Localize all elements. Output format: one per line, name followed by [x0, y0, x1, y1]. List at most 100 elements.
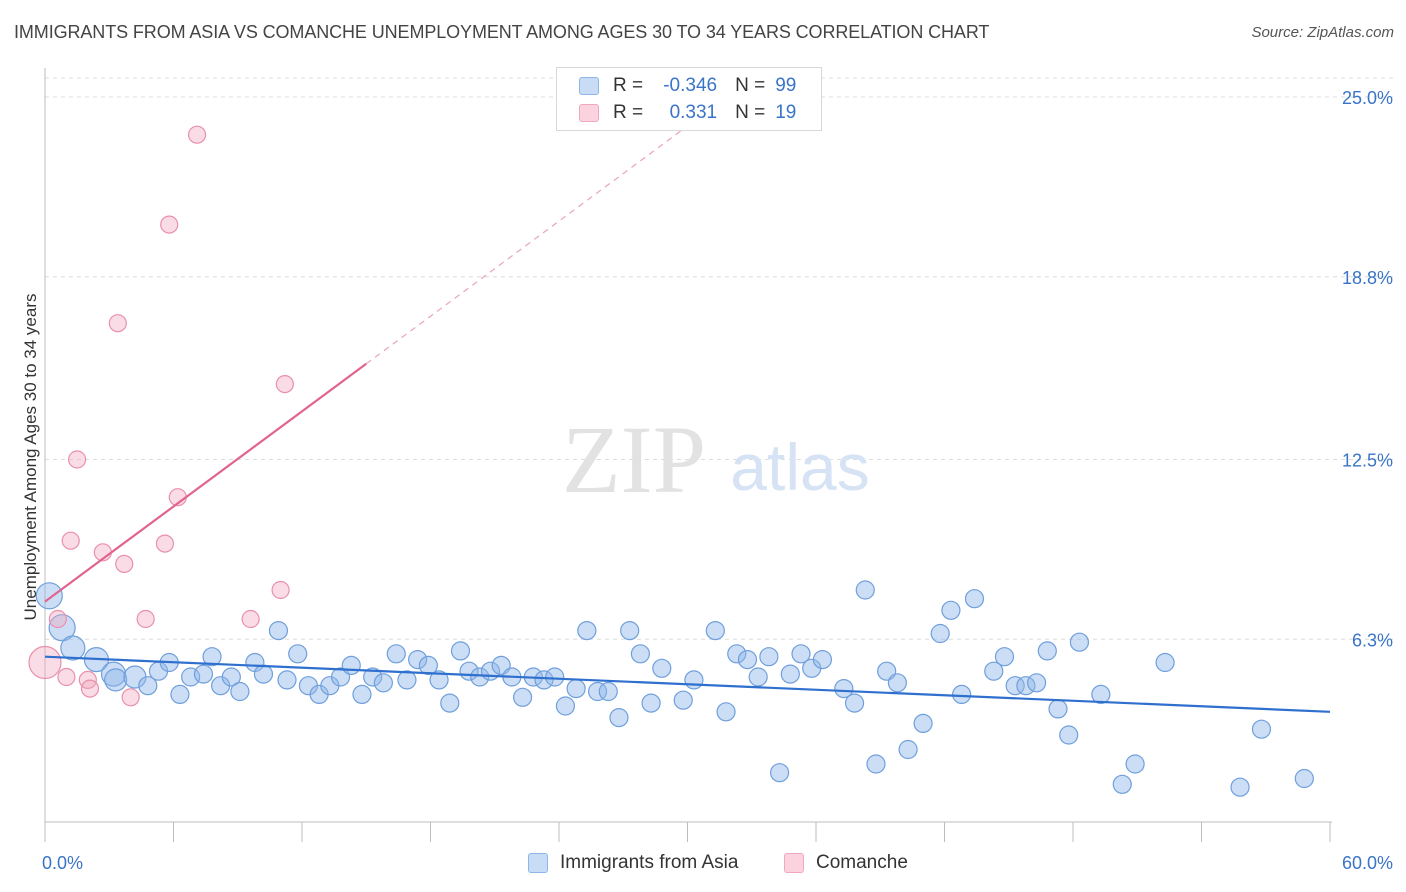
stats-n-label: N = [735, 102, 766, 123]
point-comanche [275, 375, 294, 394]
point-comanche [80, 679, 100, 698]
point-immigrants-from-asia [748, 667, 768, 687]
point-comanche [136, 609, 155, 629]
point-immigrants-from-asia [1251, 719, 1272, 739]
point-comanche [57, 667, 76, 687]
point-immigrants-from-asia [598, 681, 618, 702]
point-immigrants-from-asia [844, 693, 865, 713]
stats-n-label: N = [735, 75, 766, 96]
point-immigrants-from-asia [352, 684, 372, 705]
point-comanche [48, 609, 67, 629]
point-immigrants-from-asia [812, 649, 833, 670]
point-immigrants-from-asia [630, 644, 650, 664]
point-comanche [160, 215, 179, 234]
axes [44, 68, 1332, 842]
point-immigrants-from-asia [277, 670, 297, 690]
point-comanche [115, 554, 134, 574]
point-immigrants-from-asia [759, 647, 779, 667]
stats-n-value: 99 [775, 75, 797, 96]
series-legend: Immigrants from Asia Comanche [0, 850, 1406, 880]
stats-legend: R = -0.346 N = 99 R = 0.331 N = 19 [556, 67, 822, 131]
legend-item-asia[interactable]: Immigrants from Asia [528, 852, 738, 874]
y-tick-label: 12.5% [1342, 451, 1393, 471]
point-immigrants-from-asia [577, 620, 597, 641]
point-comanche [68, 450, 87, 469]
y-tick-label: 6.3% [1352, 630, 1393, 650]
y-tick-label: 18.8% [1342, 268, 1393, 288]
point-immigrants-from-asia [1230, 777, 1250, 797]
point-immigrants-from-asia [534, 670, 554, 690]
point-immigrants-from-asia [727, 644, 747, 664]
point-immigrants-from-asia [202, 647, 222, 667]
y-axis-label: Unemployment Among Ages 30 to 34 years [21, 294, 40, 621]
watermark-zip: ZIP [562, 406, 706, 513]
point-immigrants-from-asia [587, 681, 608, 702]
legend-item-comanche[interactable]: Comanche [784, 852, 908, 874]
point-immigrants-from-asia [470, 667, 490, 687]
point-comanche [155, 534, 175, 553]
y-tick-label: 25.0% [1342, 88, 1393, 108]
legend-label-comanche: Comanche [816, 852, 908, 873]
watermark-atlas: atlas [730, 430, 869, 504]
point-immigrants-from-asia [268, 620, 289, 641]
point-comanche [108, 314, 127, 333]
point-immigrants-from-asia [230, 681, 250, 702]
point-immigrants-from-asia [1059, 725, 1079, 745]
series-immigrants-from-asia [35, 580, 1314, 797]
point-immigrants-from-asia [48, 614, 76, 642]
point-comanche [121, 688, 140, 707]
source-label: Source: ZipAtlas.com [1251, 24, 1394, 41]
point-immigrants-from-asia [930, 623, 950, 644]
legend-label-asia: Immigrants from Asia [560, 852, 739, 873]
point-immigrants-from-asia [397, 670, 417, 690]
stats-row-comanche: R = 0.331 N = 19 [579, 101, 796, 125]
point-immigrants-from-asia [1037, 641, 1057, 661]
point-immigrants-from-asia [221, 667, 241, 687]
point-immigrants-from-asia [1048, 699, 1068, 719]
trend-lines [44, 125, 1331, 713]
stats-n-value: 19 [775, 102, 797, 123]
point-immigrants-from-asia [35, 582, 63, 610]
point-immigrants-from-asia [791, 644, 811, 664]
point-immigrants-from-asia [780, 664, 800, 684]
point-immigrants-from-asia [104, 668, 128, 692]
stats-r-value: -0.346 [663, 75, 718, 96]
point-immigrants-from-asia [386, 644, 406, 664]
stats-swatch-asia [579, 77, 599, 95]
point-immigrants-from-asia [555, 696, 576, 716]
point-immigrants-from-asia [769, 763, 790, 783]
point-immigrants-from-asia [941, 600, 961, 620]
point-immigrants-from-asia [1125, 754, 1145, 774]
stats-row-asia: R = -0.346 N = 99 [579, 74, 796, 98]
point-immigrants-from-asia [620, 620, 640, 641]
chart-title: IMMIGRANTS FROM ASIA VS COMANCHE UNEMPLO… [14, 22, 990, 42]
point-comanche [187, 125, 207, 144]
point-immigrants-from-asia [566, 678, 586, 699]
point-immigrants-from-asia [512, 687, 533, 707]
point-immigrants-from-asia [1155, 652, 1175, 673]
point-immigrants-from-asia [341, 655, 361, 676]
point-immigrants-from-asia [288, 644, 308, 664]
point-immigrants-from-asia [1016, 676, 1036, 696]
point-comanche [28, 645, 62, 680]
point-immigrants-from-asia [1091, 684, 1111, 705]
x-tick-label: 60.0% [1342, 853, 1393, 873]
point-comanche [271, 580, 290, 600]
point-immigrants-from-asia [60, 635, 86, 661]
point-immigrants-from-asia [994, 647, 1015, 667]
point-immigrants-from-asia [984, 661, 1004, 681]
point-immigrants-from-asia [684, 670, 704, 690]
point-immigrants-from-asia [1005, 676, 1025, 696]
point-immigrants-from-asia [408, 649, 428, 670]
point-immigrants-from-asia [170, 684, 190, 705]
point-comanche [241, 609, 260, 629]
trend-line-comanche-extension [365, 125, 688, 365]
trend-line-immigrants-from-asia [44, 655, 1331, 713]
point-immigrants-from-asia [440, 693, 460, 713]
point-immigrants-from-asia [834, 678, 854, 699]
point-immigrants-from-asia [855, 580, 875, 600]
legend-swatch-asia [528, 853, 548, 873]
stats-swatch-comanche [579, 104, 599, 122]
point-immigrants-from-asia [641, 693, 661, 713]
